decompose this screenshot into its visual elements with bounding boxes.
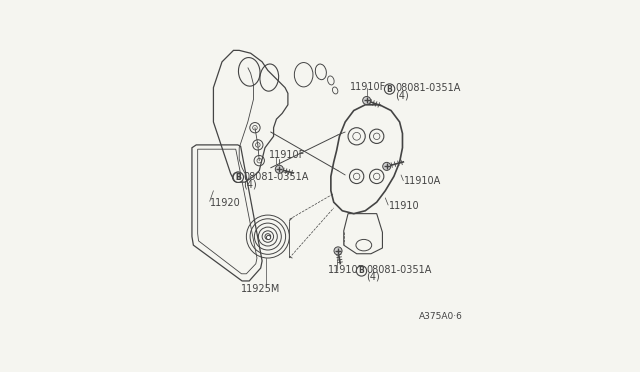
Circle shape (356, 266, 367, 276)
Text: 11910F: 11910F (269, 150, 305, 160)
Circle shape (275, 165, 284, 173)
Circle shape (385, 84, 395, 94)
Text: 11925M: 11925M (241, 284, 280, 294)
Text: (4): (4) (366, 272, 380, 282)
Text: 11910F: 11910F (328, 265, 364, 275)
Text: B: B (387, 84, 392, 93)
Text: B: B (235, 173, 241, 182)
Text: 08081-0351A: 08081-0351A (243, 172, 309, 182)
Text: B: B (358, 266, 364, 275)
Text: 11910: 11910 (389, 202, 420, 211)
Text: B: B (236, 173, 241, 182)
Circle shape (363, 96, 371, 105)
Circle shape (383, 162, 391, 170)
Text: 11910A: 11910A (404, 176, 441, 186)
Text: (4): (4) (243, 179, 257, 189)
Text: A375A0·6: A375A0·6 (419, 312, 463, 321)
Circle shape (233, 172, 243, 182)
Text: 08081-0351A: 08081-0351A (396, 83, 461, 93)
Text: 11920: 11920 (210, 198, 241, 208)
Circle shape (232, 172, 243, 182)
Text: 08081-0351A: 08081-0351A (366, 265, 431, 275)
Circle shape (334, 247, 342, 255)
Text: (4): (4) (396, 90, 409, 100)
Text: 11910F: 11910F (349, 82, 386, 92)
